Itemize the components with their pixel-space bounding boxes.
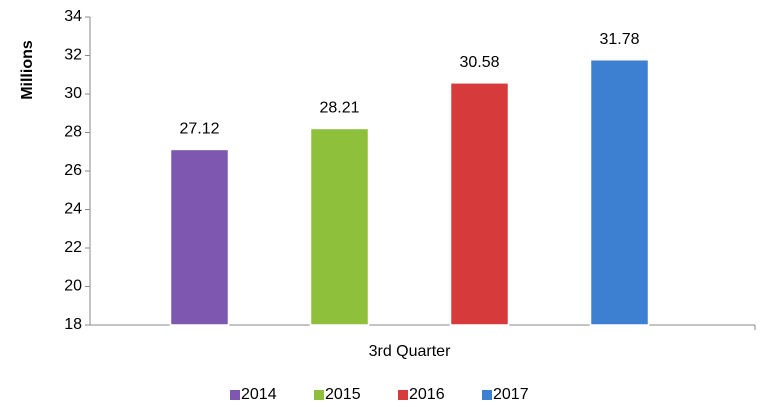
legend-swatch [398, 390, 408, 400]
y-tick-label: 34 [64, 8, 82, 25]
y-tick-label: 28 [64, 124, 82, 141]
data-label: 30.58 [459, 54, 499, 71]
bar [449, 82, 510, 326]
legend-label: 2017 [493, 386, 529, 403]
legend-swatch [314, 390, 324, 400]
y-tick-label: 22 [64, 239, 82, 256]
y-tick-label: 20 [64, 278, 82, 295]
legend-swatch [482, 390, 492, 400]
data-label: 27.12 [179, 121, 219, 138]
data-label: 31.78 [599, 31, 639, 48]
legend-label: 2014 [241, 386, 277, 403]
legend-swatch [230, 390, 240, 400]
y-tick-label: 30 [64, 85, 82, 102]
y-tick-label: 32 [64, 47, 82, 64]
y-tick-label: 18 [64, 316, 82, 333]
data-label: 28.21 [319, 100, 359, 117]
legend-label: 2015 [325, 386, 361, 403]
y-axis-label: Millions [19, 40, 36, 100]
legend-label: 2016 [409, 386, 445, 403]
bar [309, 127, 370, 326]
bar [589, 58, 650, 326]
y-tick-label: 26 [64, 162, 82, 179]
y-tick-label: 24 [64, 201, 82, 218]
x-tick-label: 3rd Quarter [369, 343, 451, 360]
bar [169, 148, 230, 326]
